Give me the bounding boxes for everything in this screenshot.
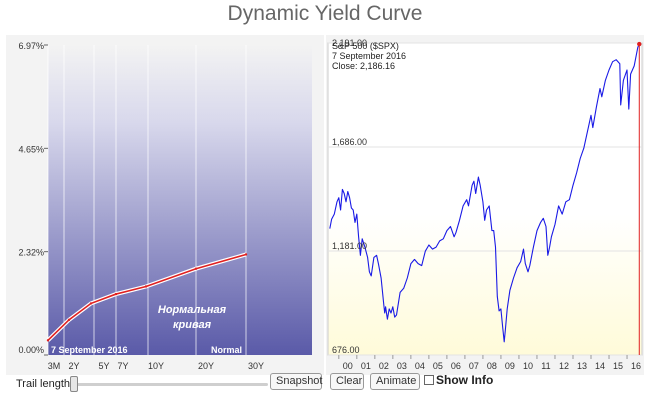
- spx-x-tick-label-16: 16: [631, 361, 641, 371]
- spx-price-line: [329, 43, 640, 343]
- x-tick-label-5Y: 5Y: [98, 361, 109, 371]
- spx-x-tick-label-04: 04: [415, 361, 425, 371]
- x-tick-label-2Y: 2Y: [68, 361, 79, 371]
- show-info-label: Show Info: [436, 373, 494, 387]
- y-tick-label: 2.32%: [18, 248, 44, 258]
- spx-x-tick-label-09: 09: [505, 361, 515, 371]
- spx-x-tick-label-00: 00: [343, 361, 353, 371]
- spx-x-tick-label-05: 05: [433, 361, 443, 371]
- spx-x-tick-label-15: 15: [613, 361, 623, 371]
- spx-chart: 2,191.00 1,686.00 1,181.00 676.00 00 01 02 03 04…: [327, 38, 643, 371]
- spx-x-tick-label-03: 03: [397, 361, 407, 371]
- y-tick-label: 0.00%: [18, 345, 44, 355]
- spx-x-tick-label-07: 07: [469, 361, 479, 371]
- spx-series-label: S&P 500 ($SPX): [332, 41, 399, 51]
- yield-point-10Y: [144, 285, 148, 288]
- yield-point-7Y: [114, 292, 118, 296]
- trail-length-slider-track[interactable]: [72, 383, 268, 386]
- trail-length-label: Trail length:: [16, 378, 74, 390]
- spx-close-label: Close: 2,186.16: [332, 61, 395, 71]
- spx-y-tick-label: 2,191.00: [332, 38, 367, 48]
- x-tick-label-10Y: 10Y: [148, 361, 164, 371]
- spx-x-tick-label-13: 13: [577, 361, 587, 371]
- x-tick-label-7Y: 7Y: [117, 361, 128, 371]
- trail-length-slider-handle[interactable]: [70, 376, 78, 392]
- snapshot-button[interactable]: Snapshot: [270, 373, 322, 390]
- x-tick-label-3M: 3M: [48, 361, 61, 371]
- y-tick-label: 4.65%: [18, 144, 44, 154]
- x-tick-label-30Y: 30Y: [248, 361, 264, 371]
- spx-x-tick-label-08: 08: [487, 361, 497, 371]
- spx-x-tick-label-11: 11: [541, 361, 550, 371]
- yield-point-2Y: [67, 318, 71, 322]
- spx-x-tick-label-06: 06: [451, 361, 461, 371]
- yield-point-20Y: [194, 267, 198, 270]
- spx-date-label: 7 September 2016: [332, 51, 406, 61]
- spx-current-point: [637, 41, 642, 47]
- animate-button[interactable]: Animate: [370, 373, 420, 390]
- x-tick-label-20Y: 20Y: [198, 361, 214, 371]
- spx-x-tick-label-02: 02: [379, 361, 389, 371]
- curve-annotation-line1: Нормальная: [158, 304, 227, 316]
- spx-x-tick-label-12: 12: [559, 361, 569, 371]
- spx-y-tick-label: 1,181.00: [332, 241, 367, 251]
- yield-point-5Y: [89, 302, 93, 305]
- yield-curve-chart: 6.97% 4.65% 2.32% 0.00% 3M 2Y 5Y 7Y 10Y 20Y 30Y Нор…: [18, 41, 312, 371]
- spx-x-tick-label-10: 10: [523, 361, 533, 371]
- spx-x-tick-label-01: 01: [361, 361, 371, 371]
- spx-x-tick-label-14: 14: [595, 361, 605, 371]
- spx-plot-area: [327, 42, 643, 356]
- controls-bar: Trail length: Snapshot Clear Animate Sho…: [0, 372, 650, 398]
- yield-curve-panel: 6.97% 4.65% 2.32% 0.00% 3M 2Y 5Y 7Y 10Y 20Y 30Y Нор…: [6, 35, 324, 375]
- spx-y-tick-label: 676.00: [332, 345, 360, 355]
- curve-status-label: Normal: [211, 345, 242, 355]
- page-title: Dynamic Yield Curve: [227, 2, 423, 25]
- clear-button[interactable]: Clear: [330, 373, 364, 390]
- curve-annotation-line2: кривая: [173, 319, 212, 331]
- show-info-checkbox[interactable]: [424, 375, 434, 385]
- yield-point-3M: [46, 339, 50, 342]
- y-tick-label: 6.97%: [18, 41, 44, 51]
- curve-date-label: 7 September 2016: [51, 345, 128, 355]
- yield-point-30Y: [244, 253, 248, 256]
- spx-panel: 2,191.00 1,686.00 1,181.00 676.00 00 01 02 03 04…: [326, 35, 644, 375]
- spx-y-tick-label: 1,686.00: [332, 137, 367, 147]
